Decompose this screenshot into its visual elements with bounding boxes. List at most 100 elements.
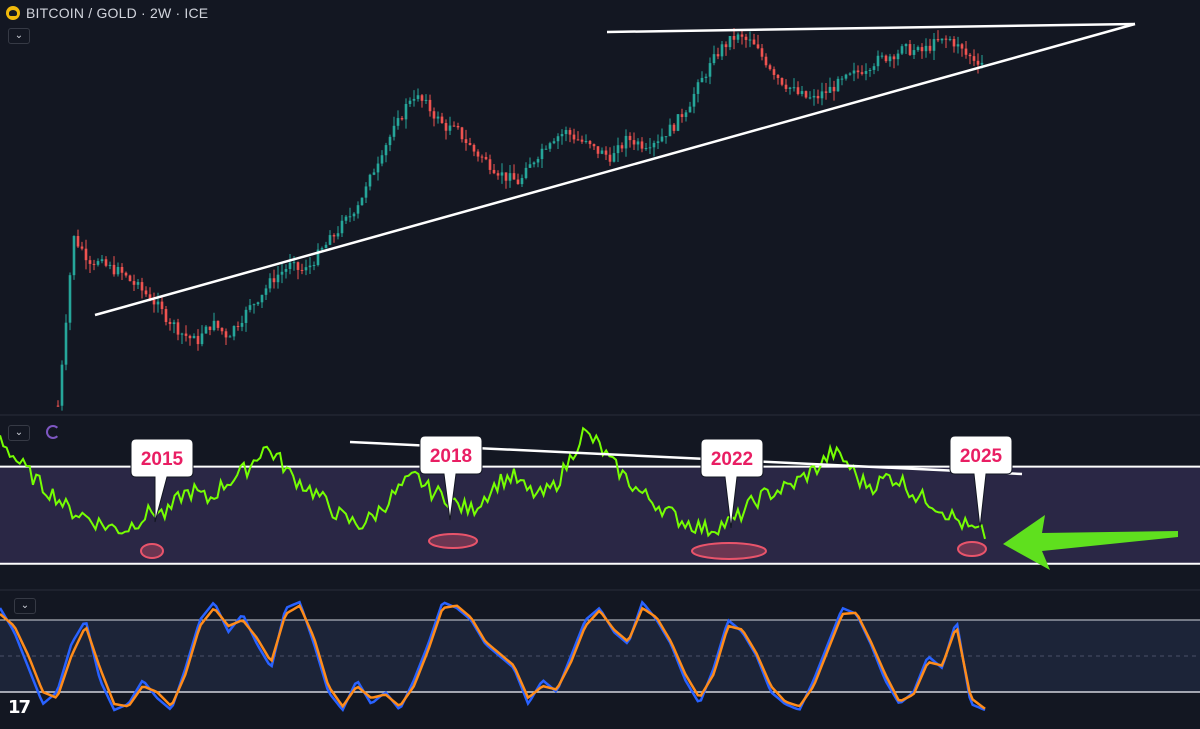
candle-body xyxy=(624,135,628,149)
candle-body xyxy=(200,333,204,345)
collapse-main-button[interactable]: ⌄ xyxy=(8,28,30,44)
candle-body xyxy=(288,262,292,269)
candle-body xyxy=(840,78,844,80)
candle-body xyxy=(108,264,112,266)
support-trendline xyxy=(94,22,1136,317)
candle-body xyxy=(620,145,624,149)
bitcoin-logo-icon xyxy=(6,6,20,20)
candle-body xyxy=(800,91,804,94)
candle-body xyxy=(316,249,320,266)
candle-body xyxy=(232,326,236,337)
candle-body xyxy=(324,244,328,249)
candle-body xyxy=(460,127,464,140)
candle-body xyxy=(792,87,796,89)
candle-body xyxy=(340,220,344,234)
candle-body xyxy=(520,178,524,185)
green-arrow-icon xyxy=(1003,515,1178,570)
candle-body xyxy=(264,288,268,295)
candle-body xyxy=(644,148,648,150)
callout-year-label: 2025 xyxy=(960,446,1003,467)
candle-body xyxy=(516,179,520,185)
candle-body xyxy=(688,106,692,113)
candle-body xyxy=(608,154,612,162)
candle-body xyxy=(252,304,256,306)
candle-body xyxy=(696,82,700,94)
candle-body xyxy=(632,140,636,145)
candle-body xyxy=(872,66,876,70)
candle-body xyxy=(164,309,168,323)
candle-body xyxy=(820,91,824,99)
annotations-layer: 2015 2018 2022 2025 xyxy=(130,435,1178,570)
collapse-rsi-button[interactable]: ⌄ xyxy=(8,425,30,441)
candle-body xyxy=(544,148,548,150)
candle-body xyxy=(68,275,72,323)
candle-body xyxy=(424,99,428,101)
callout-bubble xyxy=(130,438,194,523)
candle-body xyxy=(756,44,760,49)
candle-body xyxy=(388,136,392,146)
candle-body xyxy=(752,39,756,45)
candle-body xyxy=(612,153,616,162)
collapse-stoch-button[interactable]: ⌄ xyxy=(14,598,36,614)
candle-body xyxy=(452,125,456,127)
candle-body xyxy=(348,216,352,218)
candle-body xyxy=(296,262,300,270)
candle-body xyxy=(928,45,932,51)
candle-body xyxy=(776,74,780,79)
candle-body xyxy=(292,262,296,264)
candle-body xyxy=(128,275,132,282)
candle-body xyxy=(464,139,468,143)
candle-body xyxy=(576,139,580,141)
candle-body xyxy=(816,95,820,99)
candle-body xyxy=(812,95,816,98)
candle-body xyxy=(844,74,848,79)
candle-body xyxy=(964,48,968,55)
low-highlight-ellipse xyxy=(428,533,478,549)
callout-year-label: 2018 xyxy=(430,446,472,467)
candle-body xyxy=(408,100,412,104)
candle-body xyxy=(556,136,560,142)
candle-body xyxy=(540,148,544,160)
candle-body xyxy=(944,38,948,40)
candle-body xyxy=(184,333,188,336)
candle-body xyxy=(640,141,644,149)
candle-body xyxy=(896,53,900,60)
candle-body xyxy=(952,39,956,47)
candle-body xyxy=(284,268,288,272)
candle-body xyxy=(280,271,284,275)
candle-body xyxy=(392,125,396,137)
candle-body xyxy=(204,326,208,334)
candle-body xyxy=(572,134,576,140)
candle-body xyxy=(888,56,892,62)
candle-body xyxy=(220,327,224,332)
candle-body xyxy=(380,155,384,164)
candle-body xyxy=(960,44,964,49)
rsi-pane xyxy=(0,426,1200,565)
candle-body xyxy=(300,269,304,271)
candle-body xyxy=(748,39,752,41)
candle-body xyxy=(968,54,972,57)
candle-body xyxy=(432,111,436,119)
candle-body xyxy=(352,213,356,217)
refresh-icon[interactable] xyxy=(46,425,60,439)
candle-body xyxy=(256,302,260,305)
symbol-header[interactable]: BITCOIN / GOLD · 2W · ICE xyxy=(6,5,208,21)
candle-body xyxy=(416,95,420,99)
candle-body xyxy=(728,35,732,48)
candle-body xyxy=(912,50,916,55)
candle-body xyxy=(692,93,696,107)
callout-bubble xyxy=(419,435,483,521)
candle-body xyxy=(592,144,596,147)
candle-body xyxy=(596,146,600,154)
candle-body xyxy=(148,294,152,301)
candle-body xyxy=(804,91,808,98)
candle-body xyxy=(584,141,588,143)
candle-body xyxy=(636,141,640,145)
stoch-k-line xyxy=(0,600,986,712)
candle-body xyxy=(456,125,460,128)
candle-body xyxy=(700,77,704,83)
candle-body xyxy=(120,266,124,273)
candle-body xyxy=(916,47,920,51)
candle-body xyxy=(420,95,424,101)
candle-body xyxy=(100,259,104,262)
